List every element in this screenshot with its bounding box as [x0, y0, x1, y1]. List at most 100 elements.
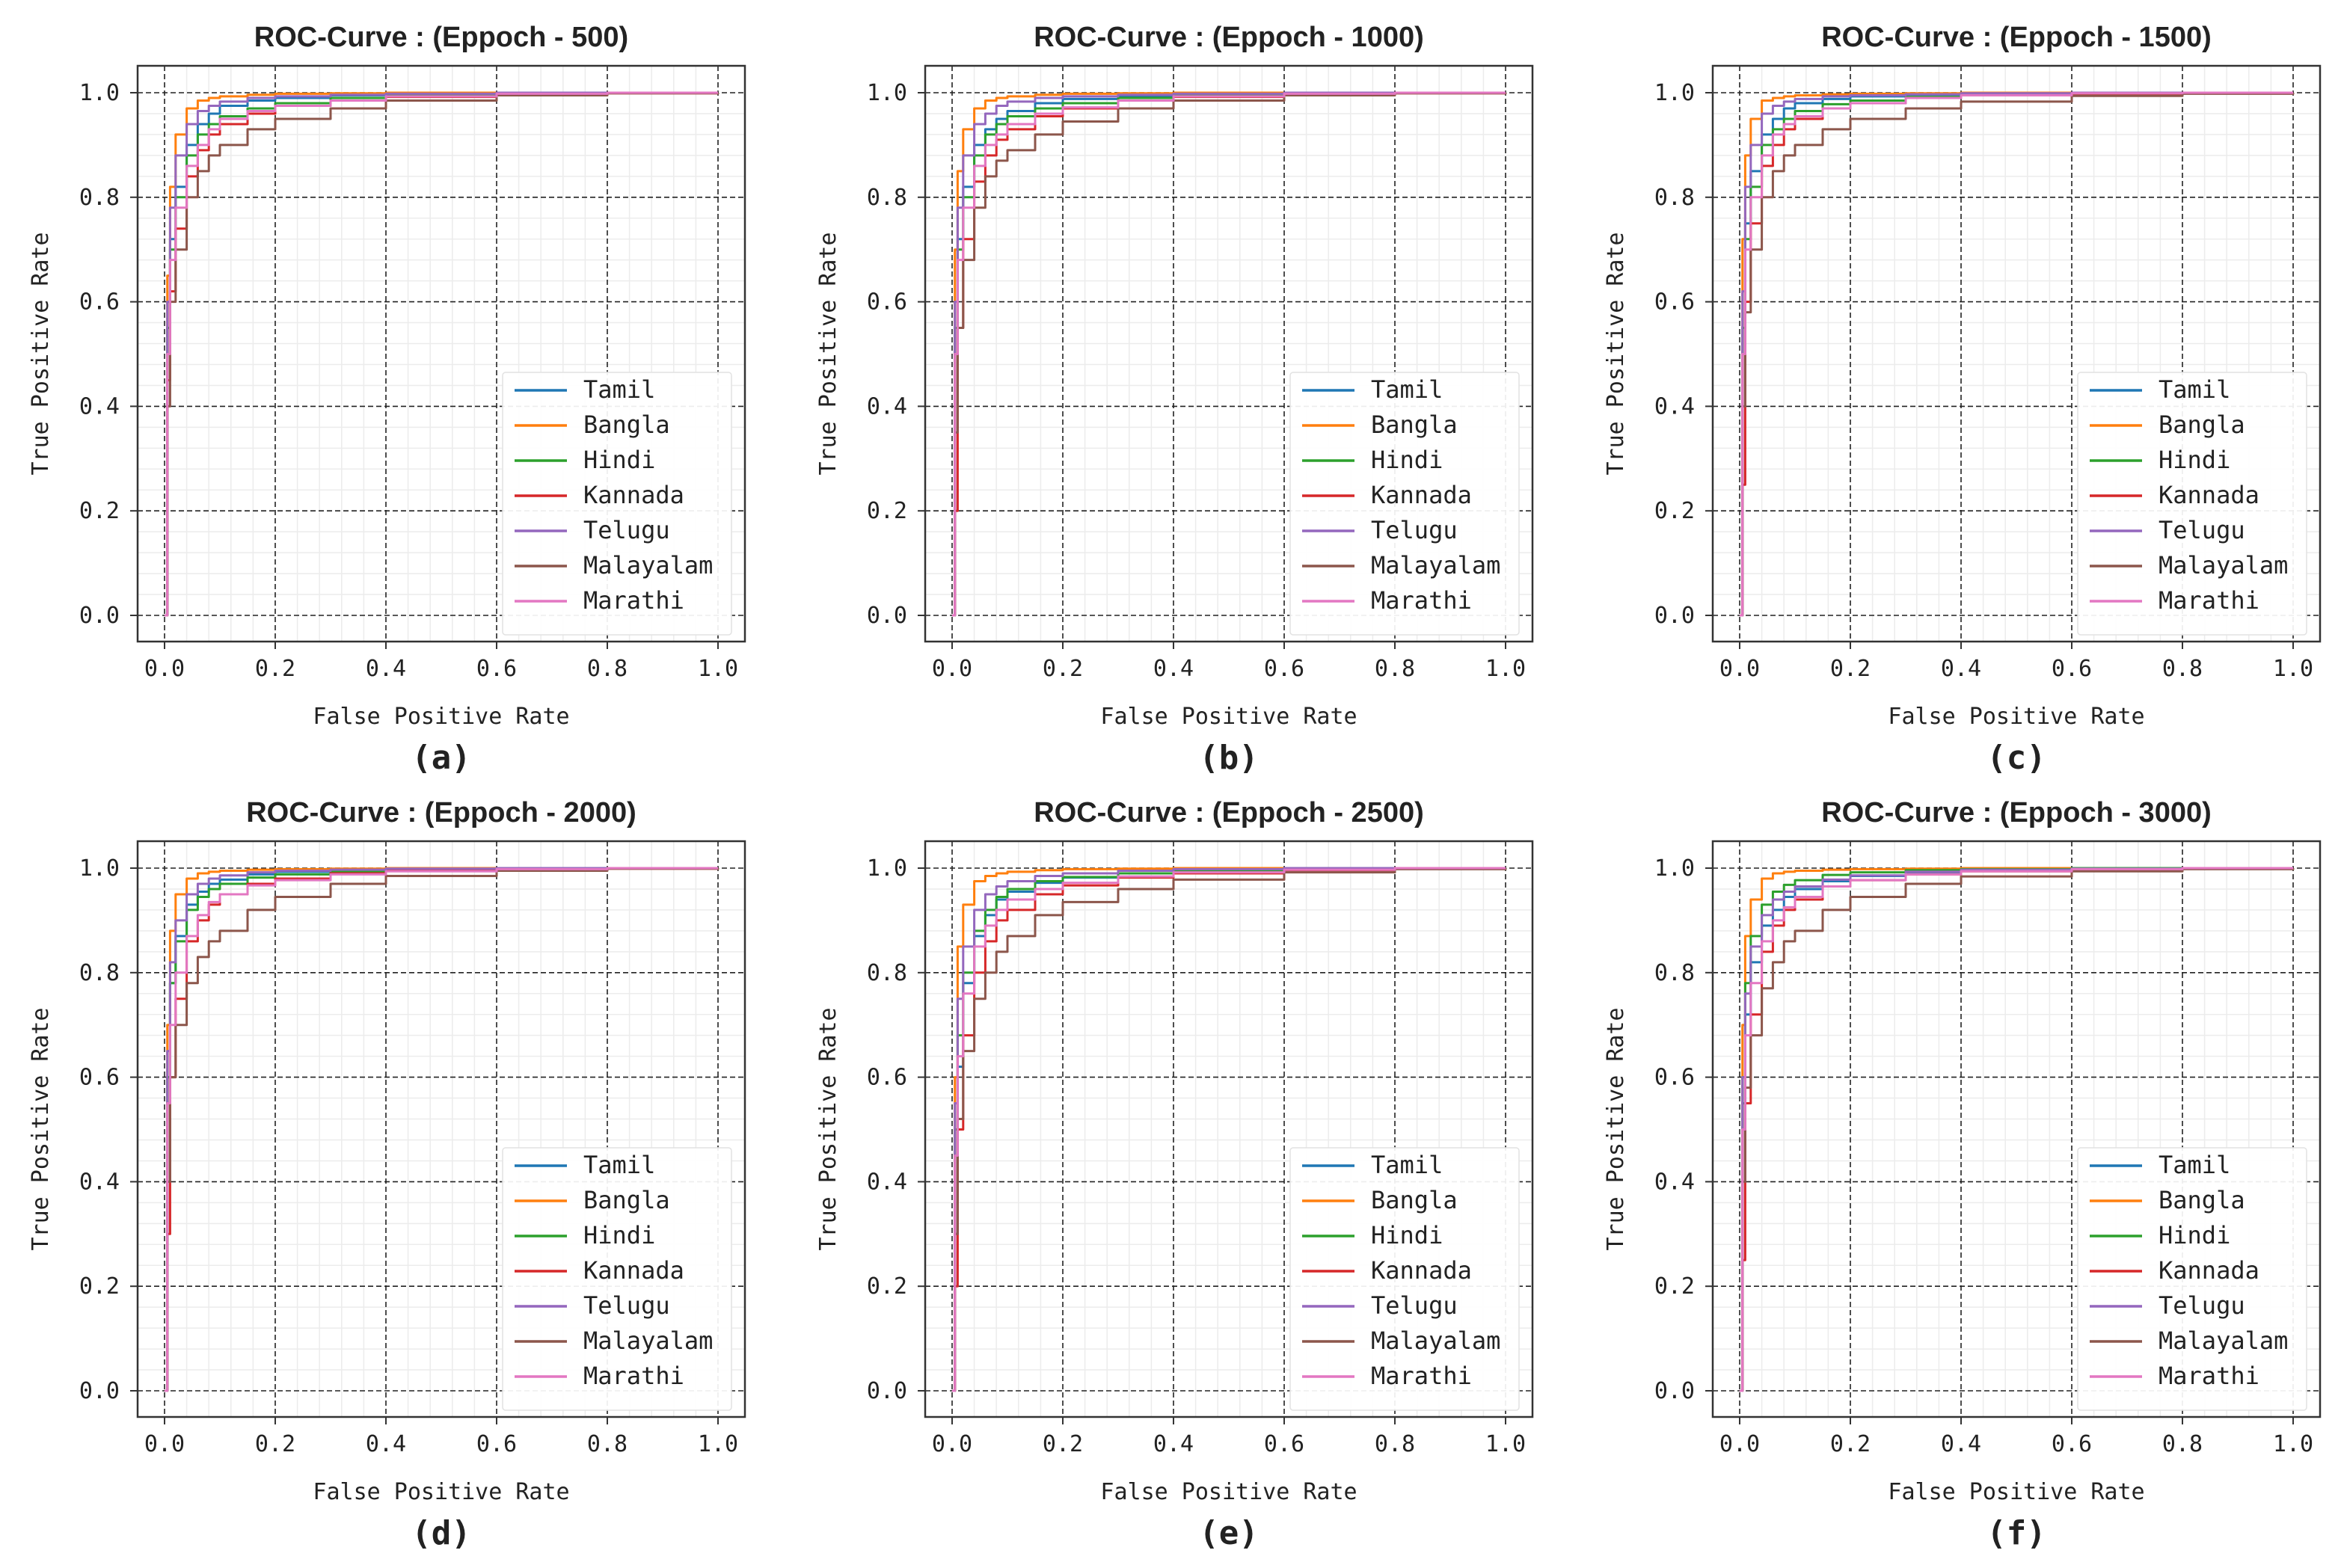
x-tick-label: 0.6 — [2052, 656, 2092, 682]
y-tick-label: 0.6 — [1654, 289, 1695, 316]
chart-title: ROC-Curve : (Eppoch - 3000) — [1821, 797, 2212, 828]
x-tick-label: 0.4 — [1153, 656, 1194, 682]
x-tick-label: 0.8 — [2162, 1431, 2203, 1457]
y-tick-label: 0.4 — [1654, 393, 1695, 419]
x-tick-label: 0.4 — [1941, 1431, 1981, 1457]
y-axis-label: True Positive Rate — [28, 1007, 54, 1250]
chart-title: ROC-Curve : (Eppoch - 1000) — [1034, 22, 1424, 53]
legend-label-kannada: Kannada — [1371, 481, 1472, 509]
legend-label-hindi: Hindi — [1371, 446, 1443, 474]
legend-label-telugu: Telugu — [583, 516, 670, 544]
x-tick-label: 0.2 — [1043, 1431, 1083, 1457]
plot-frame — [136, 840, 746, 1418]
x-tick-label: 1.0 — [1485, 656, 1526, 682]
legend: Tamil Bangla Hindi Kannada Telugu Malayalam Ma… — [2077, 372, 2307, 636]
roc-curve-bangla — [952, 867, 1506, 1392]
y-tick-label: 0.0 — [867, 1378, 907, 1404]
roc-panel-1: 0.0 0.2 0.4 0.6 0.8 1.0 0.0 0.2 0.4 0.6 0.8 1.0 ROC-… — [815, 22, 1534, 777]
legend-label-hindi: Hindi — [2159, 446, 2230, 474]
x-tick-label: 0.4 — [1153, 1431, 1194, 1457]
x-axis-label: False Positive Rate — [313, 1479, 569, 1505]
roc-curve-bangla — [952, 91, 1506, 617]
legend-label-tamil: Tamil — [1371, 1151, 1443, 1179]
x-tick-label: 0.4 — [366, 656, 406, 682]
y-tick-label: 0.2 — [79, 1273, 120, 1300]
roc-panel-4: 0.0 0.2 0.4 0.6 0.8 1.0 0.0 0.2 0.4 0.6 0.8 1.0 ROC-… — [815, 797, 1534, 1552]
x-axis-label: False Positive Rate — [1888, 1479, 2144, 1505]
legend-label-bangla: Bangla — [583, 1186, 670, 1214]
x-axis-label: False Positive Rate — [1100, 1479, 1357, 1505]
legend-label-telugu: Telugu — [1371, 1291, 1458, 1320]
chart-title: ROC-Curve : (Eppoch - 500) — [254, 22, 628, 53]
roc-panel-3: 0.0 0.2 0.4 0.6 0.8 1.0 0.0 0.2 0.4 0.6 0.8 1.0 ROC-… — [28, 797, 746, 1552]
roc-curve-malayalam — [165, 92, 720, 617]
roc-curve-malayalam — [1740, 92, 2295, 617]
legend-label-marathi: Marathi — [583, 1362, 684, 1390]
x-tick-label: 1.0 — [2273, 1431, 2313, 1457]
y-tick-label: 0.2 — [1654, 1273, 1695, 1300]
x-tick-label: 0.2 — [255, 656, 295, 682]
legend-label-tamil: Tamil — [2159, 1151, 2230, 1179]
roc-panel-5: 0.0 0.2 0.4 0.6 0.8 1.0 0.0 0.2 0.4 0.6 0.8 1.0 ROC-… — [1603, 797, 2322, 1552]
y-tick-label: 0.2 — [1654, 498, 1695, 524]
y-tick-label: 0.0 — [1654, 603, 1695, 629]
plot-frame — [924, 840, 1534, 1418]
x-tick-label: 0.6 — [1264, 1431, 1304, 1457]
y-tick-label: 0.8 — [867, 960, 907, 986]
roc-curve-bangla — [165, 91, 718, 617]
plot-frame — [1711, 840, 2322, 1418]
legend-label-marathi: Marathi — [1371, 586, 1472, 615]
y-tick-label: 0.8 — [867, 185, 907, 211]
x-tick-label: 0.2 — [255, 1431, 295, 1457]
x-tick-label: 0.8 — [1375, 1431, 1415, 1457]
x-tick-label: 0.2 — [1043, 656, 1083, 682]
roc-curve-telugu — [952, 867, 1506, 1392]
y-tick-label: 0.4 — [79, 393, 120, 419]
y-tick-label: 1.0 — [867, 855, 907, 882]
legend-label-hindi: Hindi — [583, 446, 655, 474]
x-axis-label: False Positive Rate — [1100, 704, 1357, 730]
panel-caption: (f) — [1986, 1514, 2046, 1552]
y-tick-label: 0.8 — [79, 185, 120, 211]
legend-label-telugu: Telugu — [2159, 516, 2245, 544]
legend-label-bangla: Bangla — [1371, 411, 1458, 439]
y-tick-label: 0.4 — [1654, 1169, 1695, 1195]
roc-curve-telugu — [952, 91, 1506, 617]
legend-label-tamil: Tamil — [1371, 375, 1443, 404]
y-axis-label: True Positive Rate — [815, 232, 841, 475]
legend-label-hindi: Hindi — [583, 1221, 655, 1249]
roc-curve-malayalam — [952, 867, 1507, 1392]
y-tick-label: 0.4 — [867, 393, 907, 419]
x-tick-label: 1.0 — [2273, 656, 2313, 682]
x-tick-label: 0.0 — [144, 656, 185, 682]
legend-label-malayalam: Malayalam — [2159, 551, 2288, 579]
legend: Tamil Bangla Hindi Kannada Telugu Malayalam Ma… — [502, 372, 732, 636]
roc-curve-hindi — [952, 867, 1506, 1392]
legend-label-marathi: Marathi — [583, 586, 684, 615]
legend-label-kannada: Kannada — [2159, 1256, 2259, 1285]
y-axis-label: True Positive Rate — [28, 232, 54, 475]
legend-label-kannada: Kannada — [583, 481, 684, 509]
x-tick-label: 0.0 — [144, 1431, 185, 1457]
y-axis-label: True Positive Rate — [1603, 1007, 1629, 1250]
y-tick-label: 0.0 — [79, 1378, 120, 1404]
x-tick-label: 0.8 — [587, 1431, 628, 1457]
x-tick-label: 0.0 — [932, 1431, 972, 1457]
legend-label-malayalam: Malayalam — [1371, 551, 1500, 579]
x-tick-label: 0.8 — [2162, 656, 2203, 682]
legend-label-bangla: Bangla — [2159, 1186, 2245, 1214]
y-tick-label: 0.6 — [867, 289, 907, 316]
chart-title: ROC-Curve : (Eppoch - 2000) — [246, 797, 636, 828]
legend: Tamil Bangla Hindi Kannada Telugu Malayalam Ma… — [1289, 1147, 1520, 1411]
legend-box — [2077, 372, 2307, 636]
legend: Tamil Bangla Hindi Kannada Telugu Malayalam Ma… — [1289, 372, 1520, 636]
legend-label-kannada: Kannada — [2159, 481, 2259, 509]
roc-curve-malayalam — [952, 92, 1507, 617]
y-tick-label: 1.0 — [1654, 855, 1695, 882]
legend-label-telugu: Telugu — [583, 1291, 670, 1320]
y-tick-label: 0.0 — [79, 603, 120, 629]
legend-box — [502, 1147, 732, 1411]
chart-title: ROC-Curve : (Eppoch - 1500) — [1821, 22, 2212, 53]
x-tick-label: 0.0 — [1719, 1431, 1760, 1457]
x-tick-label: 1.0 — [698, 1431, 738, 1457]
